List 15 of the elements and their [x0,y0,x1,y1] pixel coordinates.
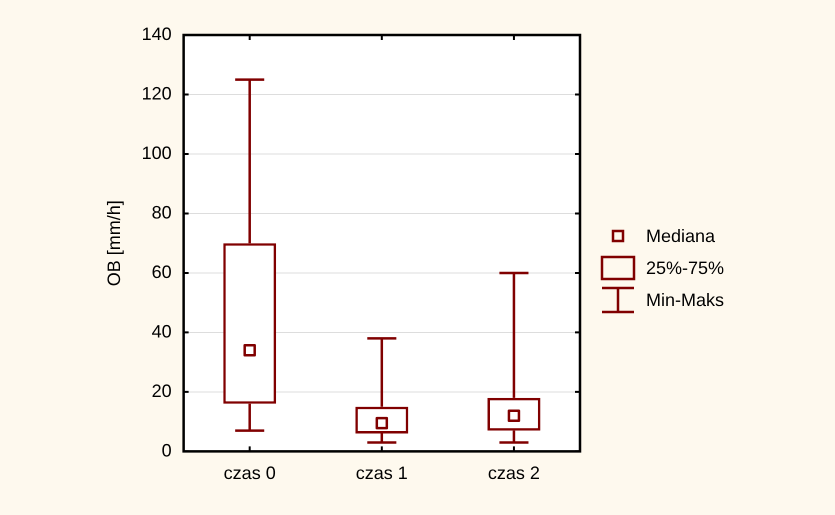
y-tick-label: 60 [152,262,172,282]
y-tick-label: 0 [162,440,172,460]
y-tick-label: 40 [152,321,172,342]
text: Mediana [646,226,716,246]
x-tick-label: czas 0 [224,463,276,484]
y-tick-label: 140 [142,24,172,44]
y-tick-label: 120 [142,83,172,104]
y-tick-label: 80 [152,202,172,222]
x-tick-label: czas 2 [488,463,540,484]
text: 25%-75% [646,258,724,278]
y-tick-label: 100 [142,142,172,163]
text: Min-Maks [646,290,724,310]
y-tick-label: 20 [152,380,172,401]
x-tick-label: czas 1 [356,463,408,484]
y-axis-title: OB [mm/h] [104,200,124,286]
